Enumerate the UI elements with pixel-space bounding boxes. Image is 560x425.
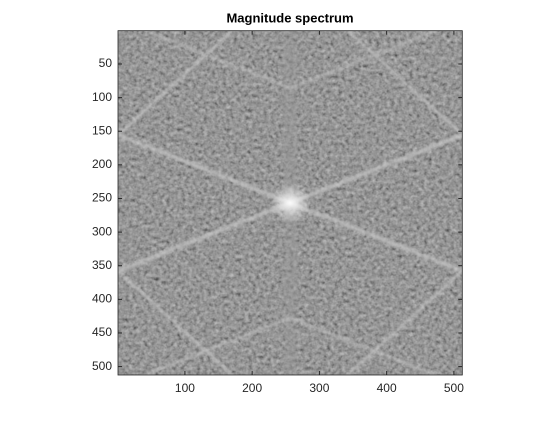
y-tick-label: 250 [92,191,112,205]
y-tick-label: 200 [92,157,112,171]
y-tick-label: 300 [92,224,112,238]
y-tick-label: 150 [92,123,112,137]
x-tick-label: 500 [444,381,464,395]
x-tick-label: 200 [242,381,262,395]
chart-title: Magnitude spectrum [226,10,353,25]
axes-box [117,30,463,376]
y-tick-label: 50 [99,56,113,70]
y-tick-label: 450 [92,325,112,339]
y-tick-label: 400 [92,292,112,306]
y-tick-label: 500 [92,359,112,373]
y-tick-label: 350 [92,258,112,272]
y-tick-label: 100 [92,90,112,104]
x-tick-label: 300 [309,381,329,395]
x-tick-label: 100 [175,381,195,395]
x-tick-label: 400 [377,381,397,395]
spectrum-image [118,30,463,375]
